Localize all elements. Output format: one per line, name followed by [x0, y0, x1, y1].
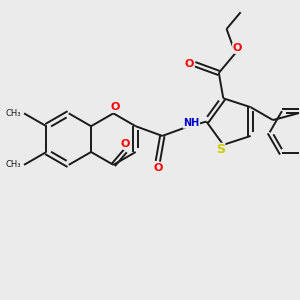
Text: O: O: [153, 163, 163, 173]
Text: S: S: [216, 143, 225, 156]
Text: O: O: [185, 59, 194, 69]
Text: CH₃: CH₃: [6, 160, 21, 169]
Text: O: O: [111, 102, 120, 112]
Text: O: O: [233, 43, 242, 53]
Text: O: O: [121, 139, 130, 149]
Text: CH₃: CH₃: [6, 109, 21, 118]
Text: NH: NH: [183, 118, 200, 128]
